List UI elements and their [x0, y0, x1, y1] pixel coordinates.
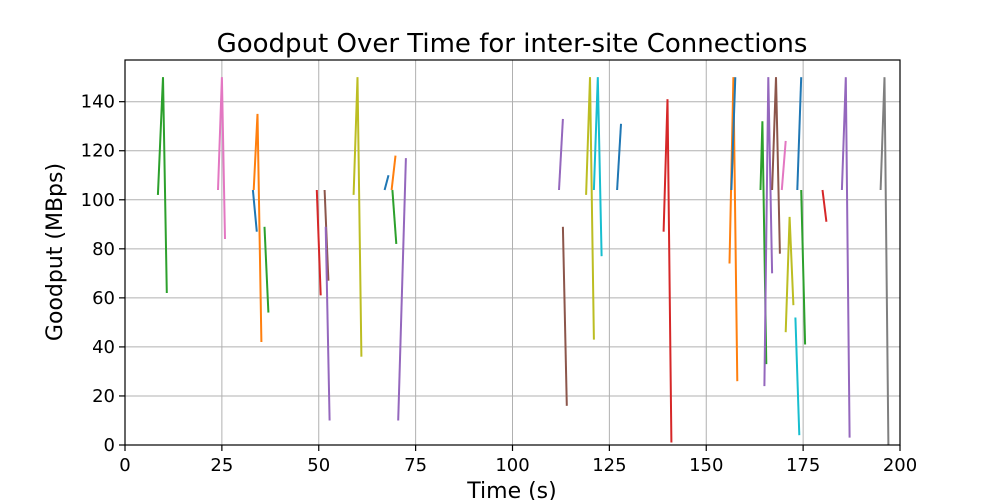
- x-tick-label: 150: [689, 455, 723, 476]
- series-line-5: [263, 226, 270, 313]
- series-line-29: [800, 189, 807, 345]
- series-line-23: [763, 77, 774, 387]
- x-tick-label: 125: [592, 455, 626, 476]
- y-tick-label: 120: [81, 141, 115, 162]
- series-line-10: [383, 175, 390, 191]
- series-line-4: [252, 113, 263, 343]
- series-line-16: [585, 77, 595, 340]
- series-line-19: [662, 99, 673, 443]
- x-tick-label: 200: [883, 455, 917, 476]
- y-tick-label: 60: [92, 288, 115, 309]
- series-line-20: [728, 77, 739, 382]
- series-group: [156, 77, 890, 446]
- y-tick-label: 20: [92, 386, 115, 407]
- series-line-25: [780, 140, 787, 191]
- series-line-14: [558, 118, 564, 191]
- series-line-8: [324, 226, 331, 421]
- series-line-11: [390, 155, 397, 191]
- x-tick-label: 175: [786, 455, 820, 476]
- x-tick-label: 25: [210, 455, 233, 476]
- x-tick-label: 75: [404, 455, 427, 476]
- y-tick-label: 140: [81, 92, 115, 113]
- series-line-3: [251, 189, 258, 232]
- x-tick-label: 0: [119, 455, 130, 476]
- chart-title: Goodput Over Time for inter-site Connect…: [217, 29, 808, 59]
- x-tick-label: 50: [307, 455, 330, 476]
- x-axis: 0 25 50 75 100 125 150 175 200: [119, 445, 917, 476]
- y-tick-label: 0: [104, 435, 115, 456]
- series-line-17: [592, 77, 603, 257]
- series-line-32: [879, 77, 890, 446]
- series-line-21: [730, 77, 737, 191]
- series-line-1: [156, 77, 168, 294]
- series-line-12: [391, 189, 398, 244]
- y-tick-label: 40: [92, 337, 115, 358]
- series-line-27: [794, 317, 801, 436]
- series-line-26: [784, 216, 795, 333]
- x-axis-label: Time (s): [466, 479, 556, 500]
- y-tick-label: 80: [92, 239, 115, 260]
- y-axis-label: Goodput (MBps): [43, 163, 68, 341]
- series-line-30: [821, 189, 828, 222]
- series-line-6: [315, 189, 322, 296]
- series-line-31: [840, 77, 851, 438]
- y-axis: 0 20 40 60 80 100 120 140: [81, 92, 125, 456]
- series-line-13: [397, 158, 407, 421]
- series-line-2: [217, 77, 226, 240]
- series-line-15: [561, 226, 568, 406]
- grid-lines: [124, 60, 901, 446]
- y-tick-label: 100: [81, 190, 115, 211]
- series-line-28: [796, 77, 803, 191]
- x-tick-label: 100: [495, 455, 529, 476]
- series-line-18: [616, 123, 622, 191]
- series-line-9: [352, 77, 363, 357]
- series-line-24: [771, 77, 781, 254]
